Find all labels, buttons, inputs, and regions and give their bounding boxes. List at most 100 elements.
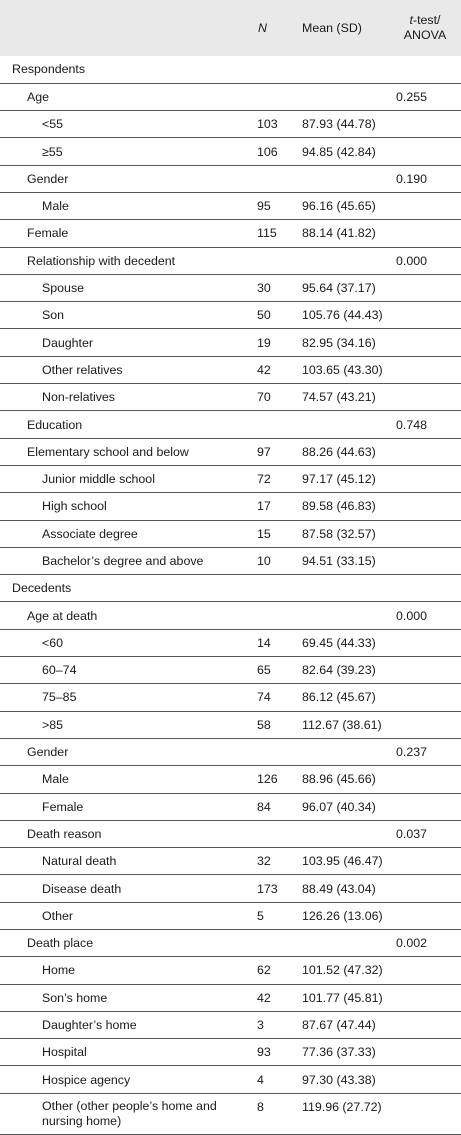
row-p-value — [391, 574, 461, 603]
table-row: Son 50 105.76 (44.43) — [0, 301, 461, 330]
row-p-value: 0.237 — [391, 738, 461, 767]
row-n: 62 — [250, 956, 302, 985]
row-mean: 101.77 (45.81) — [302, 984, 391, 1012]
table-row: Daughter 19 82.95 (34.16) — [0, 328, 461, 357]
table-row: Female 84 96.07 (40.34) — [0, 793, 461, 821]
row-n: 173 — [250, 874, 302, 903]
row-label: Daughter — [0, 328, 250, 357]
row-p-value — [391, 274, 461, 303]
row-n: 115 — [250, 219, 302, 248]
row-mean: 119.96 (27.72) — [302, 1093, 391, 1135]
row-n — [250, 574, 302, 603]
row-p-value — [391, 56, 461, 84]
row-mean: 87.58 (32.57) — [302, 520, 391, 548]
row-label: Associate degree — [0, 520, 250, 548]
table-row: Junior middle school 72 97.17 (45.12) — [0, 465, 461, 494]
row-p-value: 0.000 — [391, 247, 461, 275]
row-mean: 87.67 (47.44) — [302, 1011, 391, 1040]
table-row: Hospital 93 77.36 (37.33) — [0, 1038, 461, 1067]
table-row: Gender 0.190 — [0, 165, 461, 193]
row-n: 74 — [250, 683, 302, 712]
row-n — [250, 83, 302, 112]
row-label: Other relatives — [0, 356, 250, 385]
row-mean — [302, 56, 391, 84]
row-mean: 94.85 (42.84) — [302, 137, 391, 166]
row-label: Female — [0, 793, 250, 821]
row-n: 58 — [250, 711, 302, 739]
row-mean — [302, 247, 391, 275]
row-p-value — [391, 301, 461, 330]
row-label: Natural death — [0, 847, 250, 876]
header-test-italic: t — [409, 13, 413, 27]
row-n: 4 — [250, 1065, 302, 1094]
row-label: 75–85 — [0, 683, 250, 712]
row-p-value — [391, 547, 461, 576]
row-n: 84 — [250, 793, 302, 821]
row-n: 72 — [250, 465, 302, 494]
row-n: 42 — [250, 356, 302, 385]
row-n: 50 — [250, 301, 302, 330]
row-mean: 96.16 (45.65) — [302, 192, 391, 221]
row-label: Age — [0, 83, 250, 112]
row-label: Spouse — [0, 274, 250, 303]
row-label: Son — [0, 301, 250, 330]
row-p-value — [391, 1038, 461, 1067]
row-label: Son’s home — [0, 984, 250, 1012]
row-n: 65 — [250, 656, 302, 685]
row-p-value — [391, 874, 461, 903]
row-label: Death place — [0, 929, 250, 958]
row-label: <60 — [0, 629, 250, 658]
row-n — [250, 738, 302, 767]
row-mean: 88.14 (41.82) — [302, 219, 391, 248]
table-row: Non-relatives 70 74.57 (43.21) — [0, 383, 461, 412]
row-p-value — [391, 984, 461, 1012]
row-p-value — [391, 438, 461, 466]
row-p-value — [391, 465, 461, 494]
row-p-value — [391, 328, 461, 357]
row-p-value — [391, 793, 461, 821]
row-n: 8 — [250, 1093, 302, 1135]
row-mean — [302, 410, 391, 439]
table-row: Son’s home 42 101.77 (45.81) — [0, 984, 461, 1012]
table-row: ≥55 106 94.85 (42.84) — [0, 137, 461, 166]
row-label: Other (other people’s home and nursing h… — [0, 1093, 250, 1135]
table-row: Hospice agency 4 97.30 (43.38) — [0, 1065, 461, 1094]
row-mean: 101.52 (47.32) — [302, 956, 391, 985]
row-p-value — [391, 520, 461, 548]
row-n: 70 — [250, 383, 302, 412]
row-n: 10 — [250, 547, 302, 576]
row-mean — [302, 929, 391, 958]
row-p-value — [391, 1065, 461, 1094]
row-n: 42 — [250, 984, 302, 1012]
row-label: Respondents — [0, 56, 250, 84]
row-mean: 105.76 (44.43) — [302, 301, 391, 330]
row-p-value — [391, 219, 461, 248]
header-mean: Mean (SD) — [302, 21, 362, 35]
row-p-value — [391, 656, 461, 685]
row-mean: 96.07 (40.34) — [302, 793, 391, 821]
table-row: 75–85 74 86.12 (45.67) — [0, 683, 461, 712]
row-n: 32 — [250, 847, 302, 876]
row-p-value — [391, 711, 461, 739]
row-label: Hospice agency — [0, 1065, 250, 1094]
row-p-value — [391, 137, 461, 166]
row-p-value — [391, 110, 461, 139]
row-label: Male — [0, 192, 250, 221]
table-row: Home 62 101.52 (47.32) — [0, 956, 461, 985]
row-n: 15 — [250, 520, 302, 548]
row-p-value — [391, 1093, 461, 1135]
row-label: <55 — [0, 110, 250, 139]
row-label: Daughter’s home — [0, 1011, 250, 1040]
row-mean: 82.95 (34.16) — [302, 328, 391, 357]
table-row: Other relatives 42 103.65 (43.30) — [0, 356, 461, 385]
row-p-value — [391, 683, 461, 712]
row-n: 17 — [250, 492, 302, 521]
table-row: Age at death 0.000 — [0, 601, 461, 630]
row-label: Home — [0, 956, 250, 985]
row-p-value — [391, 629, 461, 658]
row-p-value — [391, 492, 461, 521]
row-mean: 95.64 (37.17) — [302, 274, 391, 303]
row-mean — [302, 738, 391, 767]
row-n — [250, 820, 302, 849]
